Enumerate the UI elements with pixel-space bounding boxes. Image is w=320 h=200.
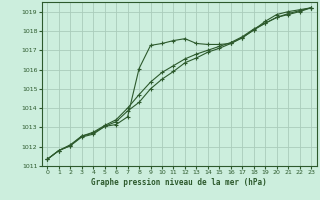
X-axis label: Graphe pression niveau de la mer (hPa): Graphe pression niveau de la mer (hPa) xyxy=(91,178,267,187)
